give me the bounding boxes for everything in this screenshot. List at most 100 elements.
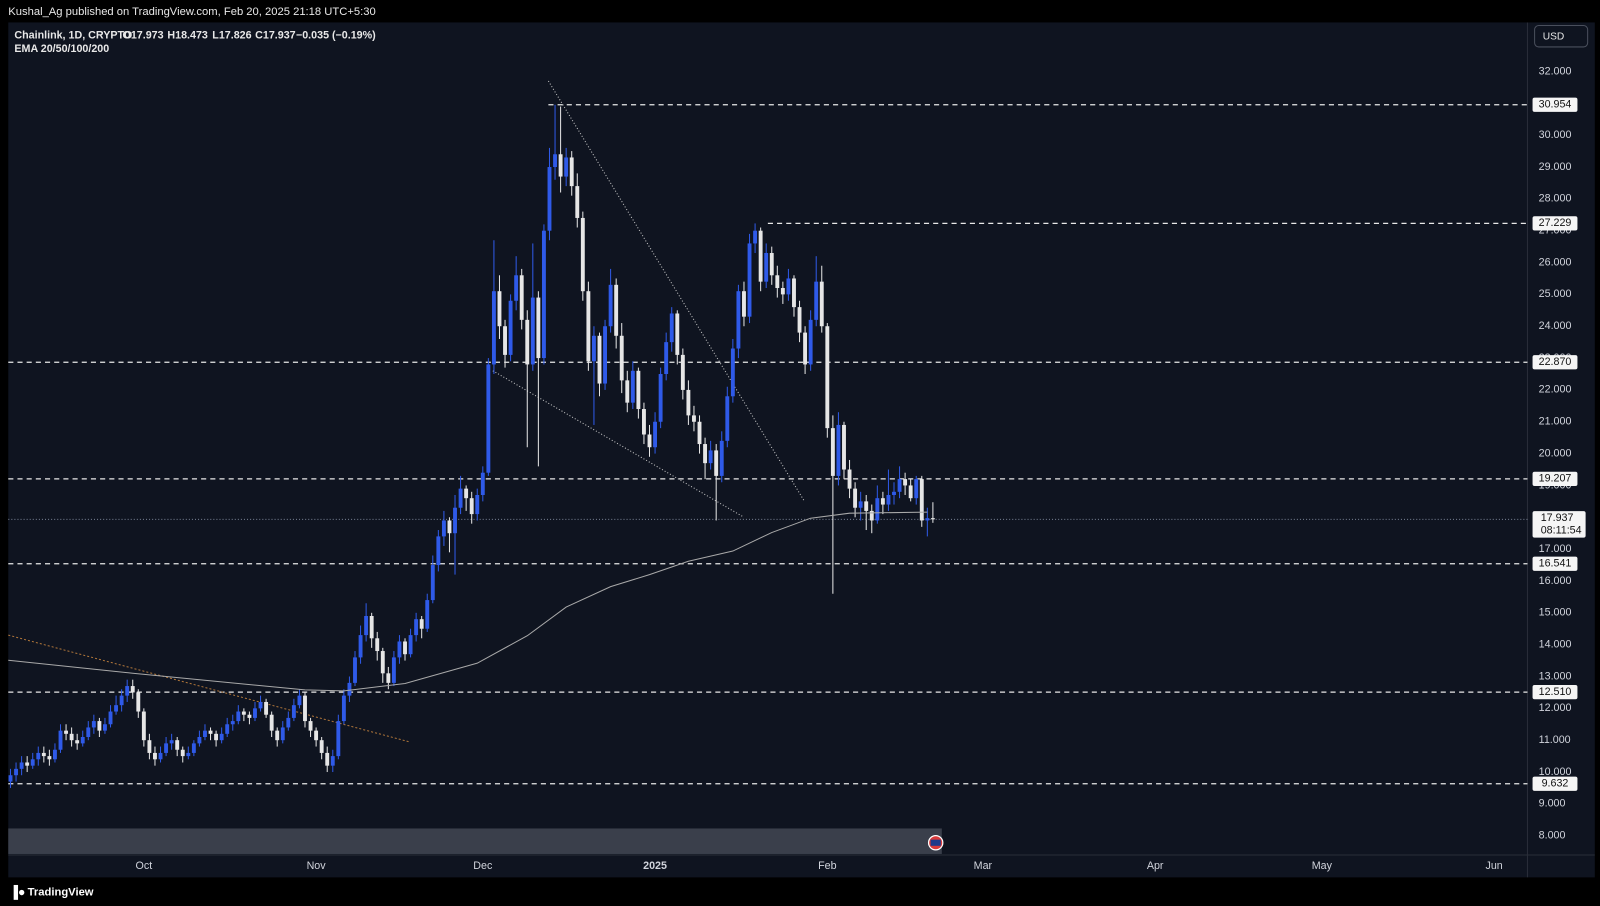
candle-body — [380, 651, 385, 674]
plot-layer: 8.000 9.000 10.000 11.000 12.000 13.000 14.000… — [8, 65, 1586, 872]
candle-body — [164, 743, 169, 753]
candle-body — [230, 721, 235, 725]
candle-body — [219, 733, 224, 741]
candle-body — [25, 762, 30, 766]
candle-body — [14, 768, 18, 776]
y-tick-label: 20.000 — [1539, 447, 1572, 459]
published-line: Kushal_Ag published on TradingView.com, … — [8, 6, 375, 18]
events-band — [8, 828, 942, 854]
candle-body — [403, 641, 407, 655]
candle-body — [447, 520, 452, 534]
candle-body — [669, 313, 674, 343]
candle-body — [314, 730, 319, 741]
candle-body — [836, 424, 841, 476]
candle-body — [30, 759, 35, 766]
last-price-box — [1532, 511, 1586, 538]
y-tick-label: 24.000 — [1539, 320, 1572, 332]
candle-body — [919, 479, 924, 521]
y-tick-label: 25.000 — [1539, 288, 1572, 300]
candle-body — [825, 326, 830, 429]
level-label-box — [1532, 471, 1578, 486]
candle-body — [453, 507, 457, 534]
candle-body — [547, 167, 552, 231]
candle-body — [175, 740, 180, 750]
candle-body — [469, 498, 474, 515]
candle-body — [686, 389, 691, 416]
candle-body — [497, 291, 502, 327]
candle-body — [591, 335, 596, 362]
candle-body — [258, 701, 263, 709]
candle-body — [797, 307, 802, 333]
candle-body — [91, 721, 96, 728]
candle-body — [847, 469, 852, 489]
candle-body — [464, 488, 469, 499]
candle-body — [41, 752, 46, 757]
candle-body — [586, 291, 591, 362]
currency-button[interactable] — [1534, 24, 1589, 48]
x-tick-label: 2025 — [643, 860, 667, 872]
candle-body — [425, 600, 430, 629]
candle-body — [8, 775, 13, 782]
candle-body — [125, 686, 130, 696]
candle-body — [436, 536, 441, 566]
y-tick-label: 17.000 — [1539, 543, 1572, 555]
candle-body — [330, 756, 335, 766]
candle-body — [458, 488, 463, 508]
candle-body — [658, 373, 663, 422]
candle-body — [786, 278, 791, 295]
candle-body — [153, 752, 157, 760]
candle-body — [558, 154, 563, 177]
candle-body — [725, 396, 730, 441]
candle-body — [264, 701, 269, 715]
candle-body — [508, 300, 513, 355]
level-label-box — [1532, 355, 1578, 370]
candle-body — [541, 230, 546, 359]
candle-body — [569, 157, 574, 187]
candle-body — [769, 252, 774, 276]
y-tick-label: 14.000 — [1539, 638, 1572, 650]
candle-body — [914, 479, 919, 499]
candle-body — [642, 409, 646, 435]
y-tick-label: 10.000 — [1539, 766, 1572, 778]
candle-body — [69, 733, 74, 741]
candle-body — [803, 332, 808, 365]
candle-body — [275, 730, 280, 741]
candle-body — [747, 243, 752, 317]
legend-close: C17.937 — [255, 30, 296, 42]
candle-body — [119, 695, 124, 706]
legend-indicator: EMA 20/50/100/200 — [14, 43, 109, 55]
candle-body — [753, 230, 758, 244]
candle-body — [742, 291, 746, 317]
candle-body — [141, 711, 146, 741]
candle-body — [575, 186, 580, 218]
candle-body — [303, 695, 307, 722]
legend-low: L17.826 — [212, 30, 251, 42]
candle-body — [925, 518, 930, 521]
candle-body — [680, 354, 685, 390]
trendline — [547, 80, 805, 502]
level-label-box — [1532, 776, 1578, 791]
candle-body — [353, 657, 357, 683]
candle-body — [341, 695, 346, 722]
candle-body — [908, 485, 913, 499]
candle-body — [697, 421, 702, 445]
candle-body — [191, 743, 196, 753]
level-label: 27.229 — [1539, 217, 1572, 229]
candle-body — [408, 635, 413, 655]
y-tick-label: 15.000 — [1539, 607, 1572, 619]
legend-high: H18.473 — [167, 30, 208, 42]
candle-body — [203, 730, 207, 738]
candle-body — [414, 619, 419, 636]
candle-body — [636, 370, 641, 410]
level-label: 12.510 — [1539, 686, 1572, 698]
y-tick-label: 8.000 — [1539, 830, 1566, 842]
candle-body — [491, 291, 496, 365]
y-tick-label: 22.000 — [1539, 384, 1572, 396]
y-tick-label: 26.000 — [1539, 256, 1572, 268]
candle-body — [792, 278, 796, 308]
candle-body — [808, 319, 813, 365]
candle-body — [758, 230, 763, 282]
candle-body — [780, 288, 785, 295]
level-label: 9.632 — [1542, 778, 1569, 790]
x-tick-label: Dec — [473, 860, 493, 872]
